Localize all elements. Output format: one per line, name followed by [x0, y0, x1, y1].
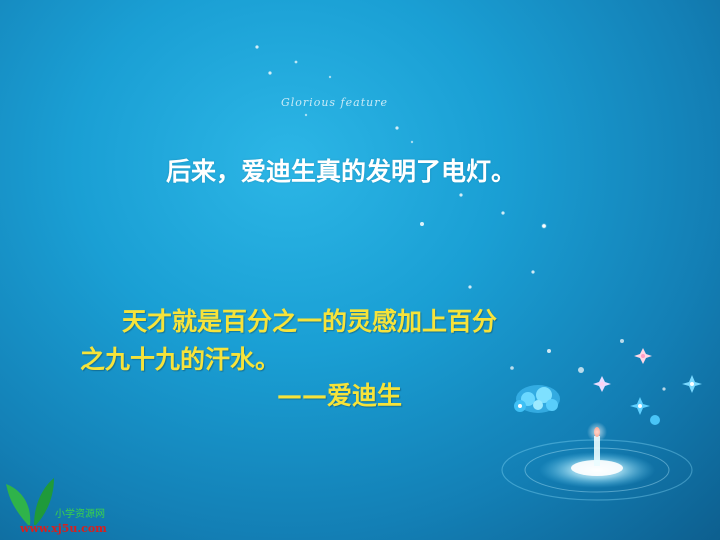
glowing-pool [501, 422, 693, 501]
quote-line-1: 天才就是百分之一的灵感加上百分 [122, 307, 498, 336]
decor-caption: Glorious feature [281, 96, 388, 109]
logo-name: 小学资源网 [55, 509, 105, 520]
flower-cluster [514, 348, 702, 425]
edison-sentence: 后来，爱迪生真的发明了电灯。 [166, 157, 517, 186]
quote-attribution: ——爱迪生 [277, 381, 403, 410]
logo-url: www.xj5u.com [20, 522, 107, 535]
logo-leaf-icon [6, 478, 54, 525]
quote-line-2: 之九十九的汗水。 [80, 345, 281, 374]
candle-icon [594, 436, 600, 466]
sparkle-dots [255, 45, 666, 391]
